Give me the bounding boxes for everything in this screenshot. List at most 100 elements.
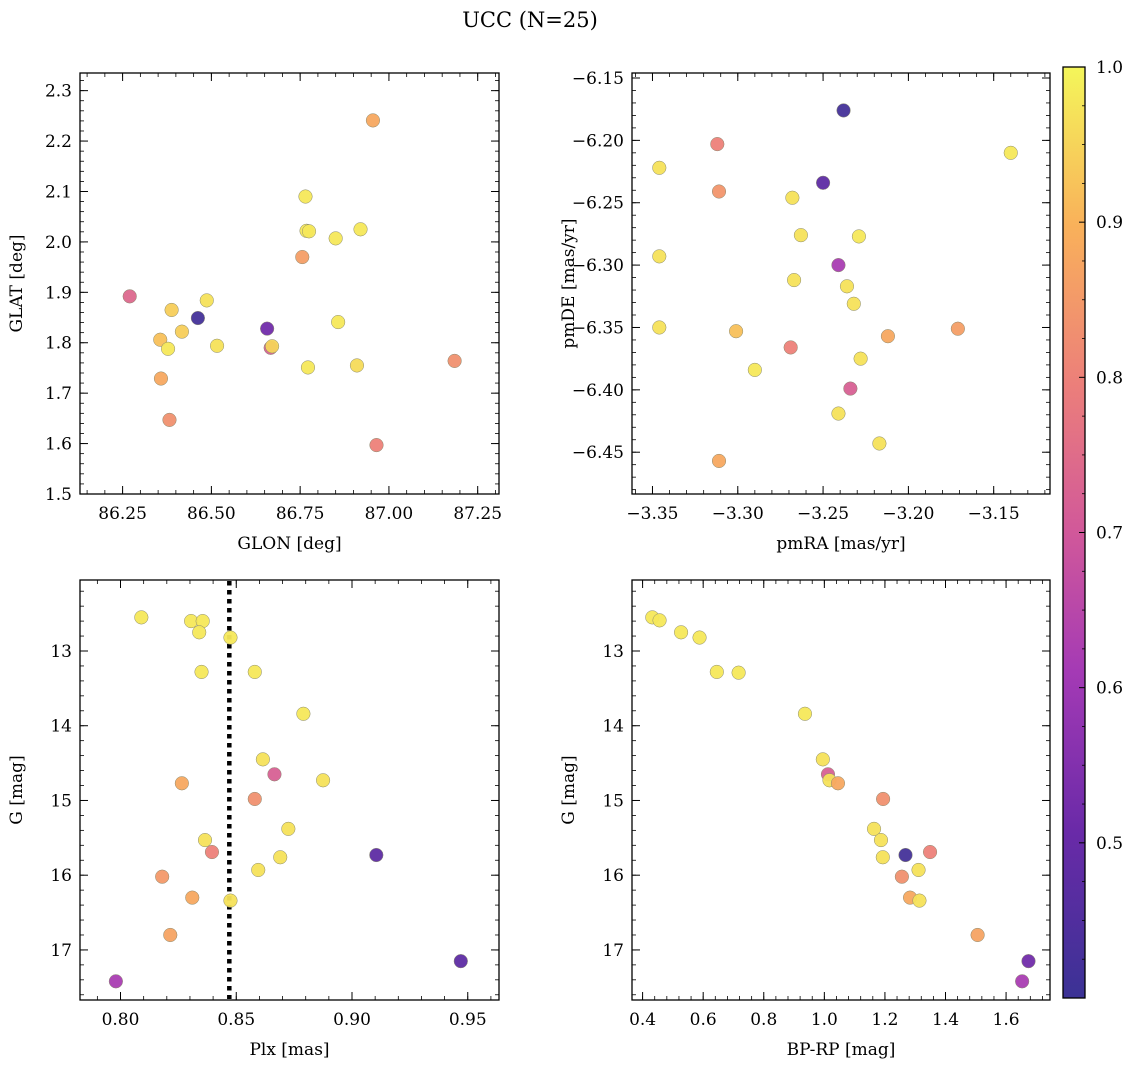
scatter-point xyxy=(815,752,830,767)
y-tick-label: 1.8 xyxy=(45,334,72,354)
y-tick-label: 14 xyxy=(50,717,72,737)
scatter-point xyxy=(898,847,913,863)
panels: 86.25 86.50 86.75 87.00 87.25 1.5 1.6 1.7 1.8 1.9… xyxy=(7,69,1051,1060)
scatter-point xyxy=(174,776,189,791)
y-axis-label: G [mag] xyxy=(7,755,27,824)
x-tick-label: −3.35 xyxy=(626,504,678,524)
scatter-point xyxy=(731,665,746,680)
scatter-point xyxy=(223,630,238,645)
y-tick-label: 15 xyxy=(602,791,624,811)
scatter-point xyxy=(199,293,214,308)
scatter-point xyxy=(674,625,689,640)
scatter-point xyxy=(153,371,169,386)
y-tick-label: 2.1 xyxy=(45,182,72,202)
x-tick-label: −3.15 xyxy=(968,504,1020,524)
scatter-point xyxy=(923,844,938,860)
scatter-point xyxy=(447,353,462,368)
scatter-point xyxy=(970,927,985,943)
x-tick-label: 1.6 xyxy=(993,1010,1020,1030)
colorbar-tick-label: 0.7 xyxy=(1096,524,1123,544)
colorbar-tick-label: 0.9 xyxy=(1096,213,1123,233)
scatter-point xyxy=(197,833,213,848)
scatter-point xyxy=(260,321,275,336)
y-tick-label: −6.20 xyxy=(572,131,624,151)
scatter-point xyxy=(894,869,909,884)
y-tick-label: 13 xyxy=(50,642,72,662)
scatter-point xyxy=(163,927,178,943)
scatter-point xyxy=(652,320,667,335)
scatter-point xyxy=(785,190,800,205)
colorbar-tick-label: 0.6 xyxy=(1096,679,1123,699)
x-tick-label: 0.90 xyxy=(333,1010,371,1030)
scatter-point xyxy=(134,610,149,625)
scatter-point xyxy=(710,137,725,152)
scatter-point xyxy=(911,862,926,878)
scatter-point xyxy=(164,302,179,318)
scatter-point xyxy=(210,338,225,353)
x-tick-label: 87.00 xyxy=(365,504,414,524)
scatter-point xyxy=(816,175,831,190)
scatter-point xyxy=(711,184,727,199)
scatter-point xyxy=(831,258,846,273)
panel-plx-g: 0.80 0.85 0.90 0.95 13 14 15 16 17 Plx [mas] G [ma… xyxy=(7,579,500,1060)
y-tick-label: 1.6 xyxy=(45,435,72,455)
scatter-point xyxy=(880,329,895,344)
y-tick-label: −6.40 xyxy=(572,381,624,401)
scatter-point xyxy=(853,351,868,366)
scatter-point xyxy=(281,821,296,836)
scatter-point xyxy=(652,160,667,175)
scatter-point xyxy=(331,315,346,330)
scatter-point xyxy=(161,341,176,356)
x-tick-label: −3.25 xyxy=(797,504,849,524)
scatter-point xyxy=(836,103,851,118)
scatter-point xyxy=(349,358,365,373)
scatter-point xyxy=(251,862,266,878)
scatter-point xyxy=(265,339,280,354)
scatter-point xyxy=(296,706,311,721)
scatter-point xyxy=(247,664,262,679)
y-axis-label: G [mag] xyxy=(559,755,579,824)
colorbar-tick-label: 0.8 xyxy=(1096,368,1123,388)
scatter-point xyxy=(162,412,177,427)
x-axis-label: BP-RP [mag] xyxy=(787,1040,896,1060)
scatter-point xyxy=(301,224,317,239)
scatter-point xyxy=(204,844,220,860)
y-tick-label: 2.2 xyxy=(45,132,72,152)
scatter-point xyxy=(328,231,343,246)
x-tick-label: 1.0 xyxy=(811,1010,838,1030)
panel-pmra-pmde: −3.35 −3.30 −3.25 −3.20 −3.15 −6.45 −6.40 −6.35… xyxy=(559,69,1051,554)
colorbar-tick-label: 0.5 xyxy=(1096,834,1123,854)
y-tick-label: 13 xyxy=(602,642,624,662)
scatter-point xyxy=(793,228,808,243)
scatter-point xyxy=(267,767,282,782)
y-tick-label: 14 xyxy=(602,717,624,737)
scatter-point xyxy=(709,664,724,679)
panel-color-g: 0.4 0.6 0.8 1.0 1.2 1.4 1.6 13 14 15 16 17 BP-RP [ma… xyxy=(559,579,1051,1060)
y-tick-label: −6.30 xyxy=(572,256,624,276)
scatter-point xyxy=(830,776,846,791)
scatter-point xyxy=(194,664,209,679)
scatter-point xyxy=(851,229,866,244)
y-tick-label: 16 xyxy=(50,866,72,886)
colorbar-tick-label: 1.0 xyxy=(1096,58,1123,78)
x-tick-label: 1.2 xyxy=(871,1010,898,1030)
scatter-point xyxy=(876,791,891,807)
x-tick-label: 0.8 xyxy=(750,1010,777,1030)
y-tick-label: −6.35 xyxy=(572,318,624,338)
scatter-point xyxy=(831,406,846,421)
scatter-point xyxy=(797,706,813,721)
y-axis-label: pmDE [mas/yr] xyxy=(559,218,579,348)
y-tick-label: 17 xyxy=(602,941,624,961)
scatter-point xyxy=(747,362,762,377)
y-tick-label: 1.5 xyxy=(45,485,72,505)
scatter-point xyxy=(787,273,802,288)
y-tick-label: −6.15 xyxy=(572,69,624,89)
scatter-point xyxy=(875,850,890,865)
scatter-point xyxy=(692,630,707,645)
scatter-point xyxy=(652,613,667,628)
x-tick-label: 0.85 xyxy=(217,1010,255,1030)
x-tick-label: 0.95 xyxy=(449,1010,487,1030)
y-tick-label: 2.0 xyxy=(45,233,72,253)
scatter-point xyxy=(153,332,168,347)
